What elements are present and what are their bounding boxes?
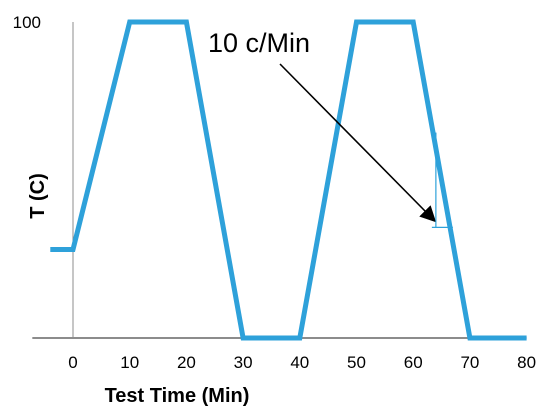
- x-tick-label: 30: [234, 353, 253, 372]
- axes: [32, 22, 527, 339]
- series-group: [50, 19, 527, 341]
- annotation-arrow: [279, 63, 437, 223]
- x-tick-label: 50: [347, 353, 366, 372]
- x-axis-label: Test Time (Min): [105, 385, 250, 407]
- x-tick-label: 10: [120, 353, 139, 372]
- x-tick-label: 20: [177, 353, 196, 372]
- x-tick-label: 60: [404, 353, 423, 372]
- x-tick-label: 80: [517, 353, 536, 372]
- tick-labels: 0 10 20 30 40 50 60 70 80 100: [13, 13, 536, 372]
- annotation-group: 10 c/Min: [208, 28, 453, 228]
- x-tick-label: 70: [460, 353, 479, 372]
- annotation-label: 10 c/Min: [208, 28, 310, 58]
- x-tick-label: 40: [290, 353, 309, 372]
- series-line: [50, 19, 527, 341]
- x-tick-label: 0: [68, 353, 77, 372]
- y-axis-label: T (C): [27, 173, 49, 219]
- y-tick-label: 100: [13, 13, 41, 32]
